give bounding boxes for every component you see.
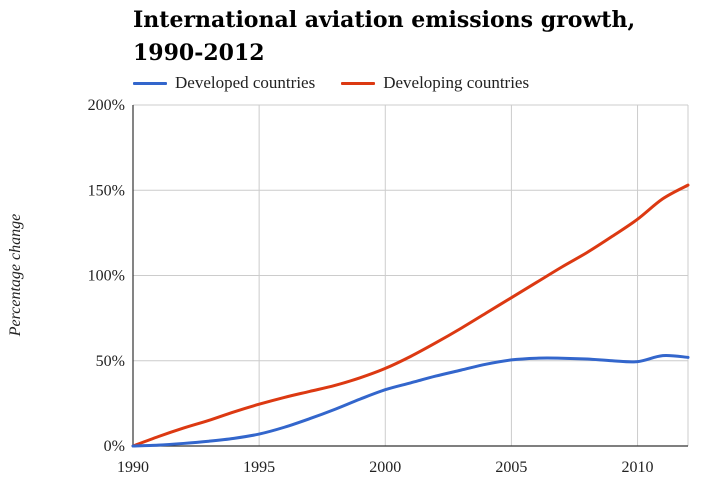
y-tick-label: 150%: [88, 182, 125, 199]
x-tick-label: 2005: [495, 459, 527, 476]
y-tick-label: 100%: [88, 268, 125, 285]
grid-layer: [133, 104, 689, 446]
series-line-developing-countries: [131, 183, 690, 448]
legend-item-developed[interactable]: Developed countries: [133, 73, 315, 93]
axis-layer: [132, 105, 688, 447]
legend-label-developing: Developing countries: [383, 73, 530, 92]
tick-label-layer: 0% 50% 100% 150% 200% 1990 1995 2000 2005 2010: [88, 97, 654, 476]
x-tick-label: 2010: [622, 459, 654, 476]
legend-label-developed: Developed countries: [175, 73, 316, 92]
chart-title: International aviation emissions growth,…: [133, 7, 636, 66]
y-tick-label: 0%: [104, 438, 125, 455]
series-line-developed-countries: [131, 353, 690, 448]
legend-item-developing[interactable]: Developing countries: [341, 73, 529, 93]
y-tick-label: 50%: [96, 353, 125, 370]
x-tick-label: 1990: [117, 459, 149, 476]
x-tick-label: 2000: [369, 459, 401, 476]
legend-swatch-developed: [133, 81, 167, 85]
chart-legend: Developed countries Developing countries: [133, 72, 529, 94]
y-axis-title: Percentage change: [7, 214, 24, 337]
y-tick-label: 200%: [88, 97, 125, 114]
x-tick-label: 1995: [243, 459, 275, 476]
series-layer: [131, 183, 690, 448]
legend-swatch-developing: [341, 81, 376, 85]
